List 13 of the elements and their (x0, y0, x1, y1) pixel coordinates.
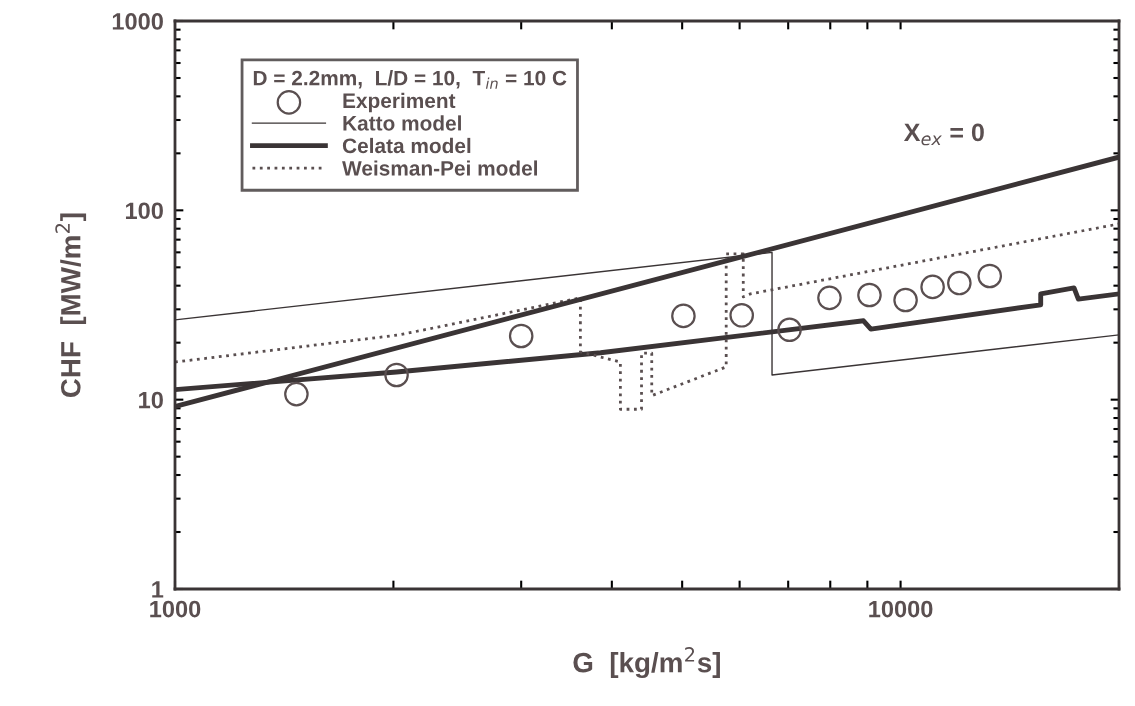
legend-title: D = 2.2mm, L/D = 10, T$_{in}$ = 10 C (253, 70, 567, 89)
y-tick-label: 100 (125, 202, 163, 220)
legend-label: Weisman-Pei model (342, 160, 538, 176)
legend-label: Celata model (342, 137, 471, 154)
x-tick-label: 10000 (869, 600, 933, 618)
y-tick-label: 1 (152, 581, 164, 598)
legend-label: Experiment (343, 92, 456, 113)
y-tick-label: 10 (139, 391, 163, 409)
annotation: X$_{ex}$ = 0 (903, 123, 984, 146)
legend-label: Katto model (343, 115, 461, 131)
x-axis-title: G [kg/m$^{2}$s] (573, 647, 720, 679)
y-tick-label: 1000 (112, 13, 163, 30)
y-axis-title: CHF [MW/m$^{2}$] (55, 213, 87, 398)
